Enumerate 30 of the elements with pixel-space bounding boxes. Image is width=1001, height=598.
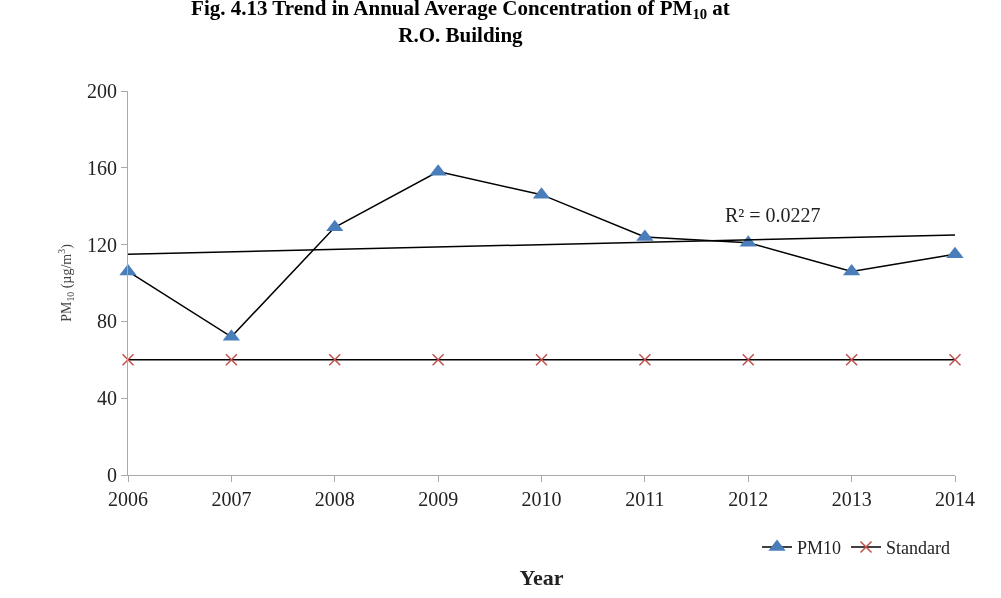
- point: [845, 353, 858, 367]
- y-tick-label: 200: [87, 80, 117, 102]
- legend-label: Standard: [886, 537, 950, 558]
- x-tick-label: 2008: [314, 488, 355, 510]
- point: [326, 219, 344, 232]
- point: [535, 353, 548, 367]
- point: [638, 353, 652, 367]
- point: [431, 353, 445, 367]
- x-tick-label: 2013: [831, 488, 872, 510]
- x-tick-label: 2009: [418, 488, 459, 510]
- point: [225, 353, 238, 367]
- x-tick-label: 2014: [935, 488, 975, 510]
- legend-label: PM10: [797, 537, 842, 558]
- point: [121, 353, 135, 367]
- point: [948, 353, 962, 367]
- x-axis-title: Year: [519, 564, 564, 590]
- chart-title: Fig. 4.13 Trend in Annual Average Concentration of PM$_{10}$ at R.O. Building: [191, 0, 730, 48]
- x-tick-label: 2010: [521, 488, 562, 510]
- y-tick-label: 160: [87, 156, 117, 179]
- annotation: R² = 0.0227: [725, 204, 821, 226]
- x-tick-label: 2006: [108, 488, 148, 510]
- x-tick-label: 2012: [728, 488, 769, 510]
- x-tick-label: 2011: [625, 488, 665, 510]
- y-tick-label: 80: [97, 310, 117, 333]
- y-tick-label: 40: [97, 387, 117, 410]
- y-tick-label: 120: [87, 233, 117, 256]
- point: [742, 353, 755, 367]
- point: [328, 353, 341, 367]
- y-tick-label: 0: [107, 464, 117, 486]
- x-tick-label: 2007: [211, 488, 252, 510]
